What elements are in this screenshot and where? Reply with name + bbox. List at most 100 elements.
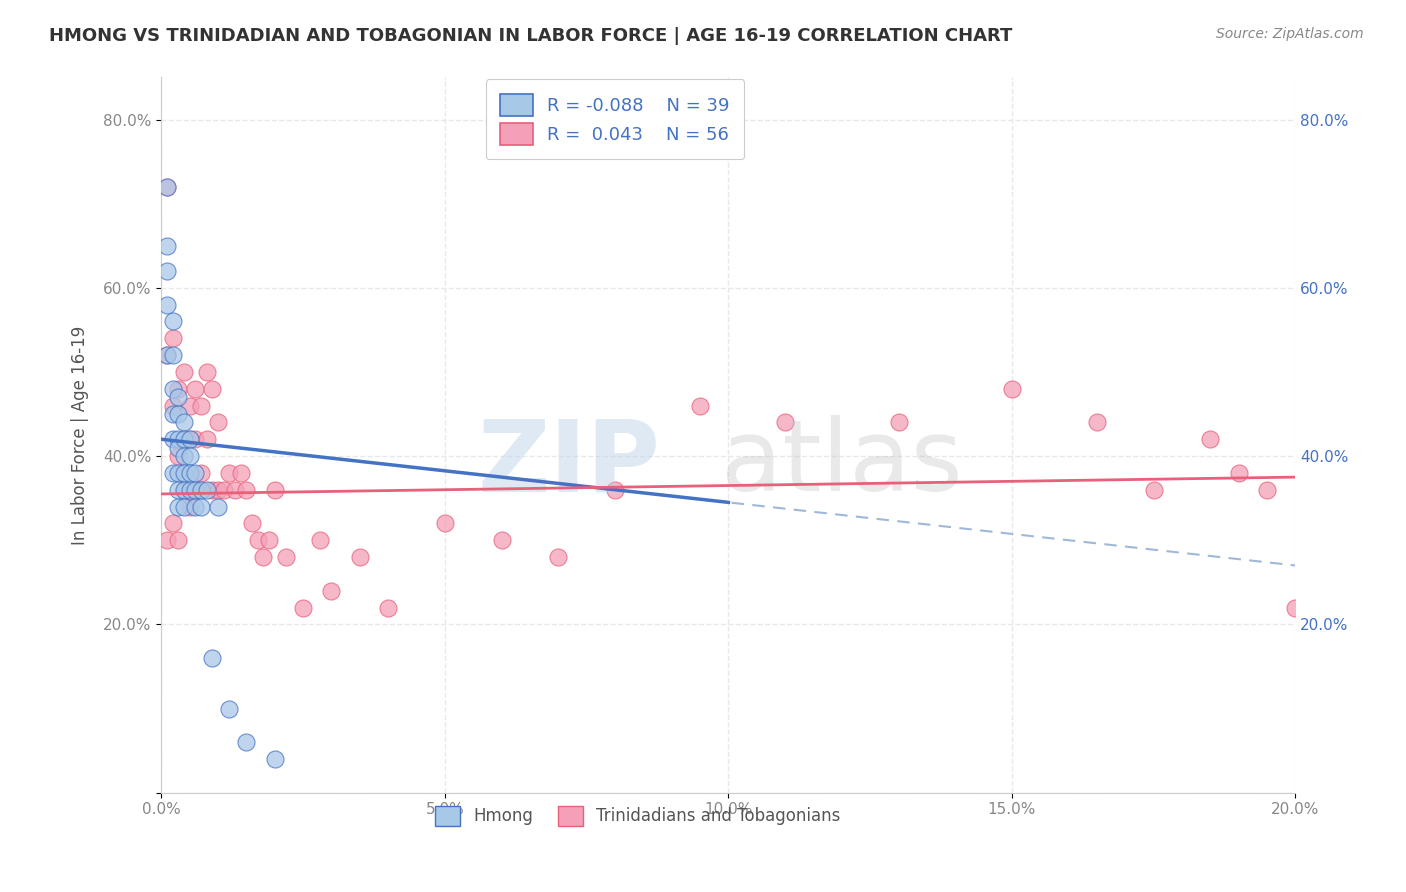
- Point: [179, 500, 201, 514]
- Point: [689, 399, 711, 413]
- Point: [184, 483, 207, 497]
- Point: [1199, 432, 1222, 446]
- Point: [201, 483, 224, 497]
- Point: [173, 432, 195, 446]
- Point: [201, 651, 224, 665]
- Point: [173, 449, 195, 463]
- Point: [235, 735, 257, 749]
- Point: [179, 449, 201, 463]
- Point: [173, 483, 195, 497]
- Point: [1256, 483, 1278, 497]
- Point: [162, 382, 184, 396]
- Point: [195, 483, 218, 497]
- Point: [167, 500, 190, 514]
- Point: [167, 382, 190, 396]
- Point: [212, 483, 235, 497]
- Point: [292, 600, 315, 615]
- Point: [156, 348, 179, 362]
- Point: [173, 416, 195, 430]
- Point: [1085, 416, 1108, 430]
- Point: [179, 466, 201, 480]
- Point: [167, 449, 190, 463]
- Text: HMONG VS TRINIDADIAN AND TOBAGONIAN IN LABOR FORCE | AGE 16-19 CORRELATION CHART: HMONG VS TRINIDADIAN AND TOBAGONIAN IN L…: [49, 27, 1012, 45]
- Point: [218, 466, 240, 480]
- Point: [173, 483, 195, 497]
- Point: [1143, 483, 1166, 497]
- Point: [162, 466, 184, 480]
- Point: [309, 533, 332, 548]
- Point: [162, 314, 184, 328]
- Point: [184, 500, 207, 514]
- Point: [173, 432, 195, 446]
- Point: [179, 483, 201, 497]
- Point: [207, 500, 229, 514]
- Point: [173, 500, 195, 514]
- Point: [167, 533, 190, 548]
- Point: [433, 516, 456, 531]
- Point: [263, 483, 285, 497]
- Point: [218, 701, 240, 715]
- Point: [162, 331, 184, 345]
- Point: [184, 466, 207, 480]
- Point: [274, 550, 297, 565]
- Point: [179, 432, 201, 446]
- Point: [167, 483, 190, 497]
- Point: [190, 399, 212, 413]
- Point: [156, 533, 179, 548]
- Point: [195, 365, 218, 379]
- Point: [167, 441, 190, 455]
- Point: [190, 500, 212, 514]
- Point: [162, 399, 184, 413]
- Point: [773, 416, 796, 430]
- Point: [201, 382, 224, 396]
- Point: [156, 264, 179, 278]
- Point: [162, 516, 184, 531]
- Point: [207, 483, 229, 497]
- Text: Source: ZipAtlas.com: Source: ZipAtlas.com: [1216, 27, 1364, 41]
- Point: [1001, 382, 1024, 396]
- Point: [173, 466, 195, 480]
- Point: [167, 390, 190, 404]
- Point: [240, 516, 263, 531]
- Point: [377, 600, 399, 615]
- Point: [162, 407, 184, 421]
- Point: [156, 179, 179, 194]
- Point: [162, 432, 184, 446]
- Point: [173, 365, 195, 379]
- Point: [1284, 600, 1306, 615]
- Point: [263, 752, 285, 766]
- Point: [184, 483, 207, 497]
- Point: [156, 348, 179, 362]
- Point: [167, 432, 190, 446]
- Point: [179, 399, 201, 413]
- Point: [167, 407, 190, 421]
- Point: [179, 432, 201, 446]
- Point: [257, 533, 280, 548]
- Point: [547, 550, 569, 565]
- Point: [190, 483, 212, 497]
- Legend: Hmong, Trinidadians and Tobagonians: Hmong, Trinidadians and Tobagonians: [426, 797, 849, 834]
- Point: [321, 583, 343, 598]
- Point: [184, 432, 207, 446]
- Point: [349, 550, 371, 565]
- Point: [167, 466, 190, 480]
- Point: [190, 466, 212, 480]
- Point: [252, 550, 274, 565]
- Point: [603, 483, 626, 497]
- Point: [1227, 466, 1250, 480]
- Point: [156, 298, 179, 312]
- Point: [162, 348, 184, 362]
- Point: [156, 238, 179, 252]
- Point: [224, 483, 246, 497]
- Point: [195, 432, 218, 446]
- Text: atlas: atlas: [721, 415, 963, 512]
- Point: [491, 533, 513, 548]
- Point: [229, 466, 252, 480]
- Y-axis label: In Labor Force | Age 16-19: In Labor Force | Age 16-19: [72, 326, 89, 545]
- Point: [235, 483, 257, 497]
- Point: [246, 533, 269, 548]
- Point: [887, 416, 910, 430]
- Text: ZIP: ZIP: [478, 415, 661, 512]
- Point: [184, 382, 207, 396]
- Point: [207, 416, 229, 430]
